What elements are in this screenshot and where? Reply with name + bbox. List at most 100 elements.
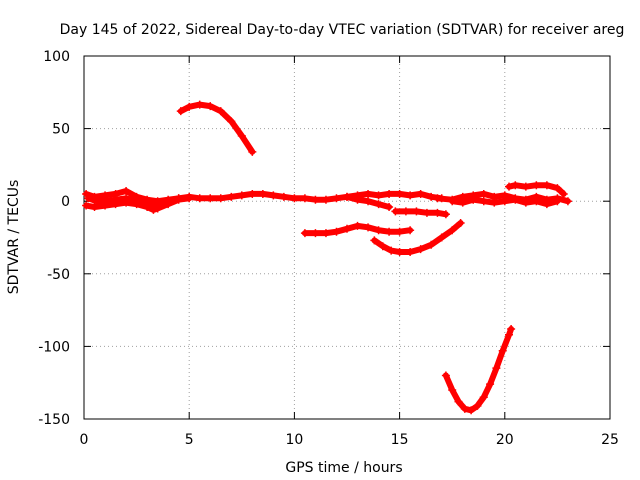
data-point (490, 198, 499, 207)
x-tick-label: 0 (80, 432, 89, 448)
y-tick-label: 100 (43, 49, 70, 65)
data-point (505, 330, 514, 339)
y-tick-label: 50 (52, 122, 70, 138)
data-point (486, 380, 495, 389)
data-point (505, 182, 514, 191)
data-point (143, 200, 152, 209)
data-point (185, 194, 194, 203)
data-point (395, 189, 404, 198)
data-point (500, 197, 509, 206)
series-arc-mid-b (391, 207, 450, 219)
data-point (385, 189, 394, 198)
data-point (422, 208, 431, 217)
data-point (473, 401, 482, 410)
data-point (374, 200, 383, 209)
data-point (90, 203, 99, 212)
data-point (176, 107, 185, 116)
data-point (448, 385, 457, 394)
data-point (511, 181, 520, 190)
data-point (395, 248, 404, 257)
data-point (401, 207, 410, 216)
data-point (542, 181, 551, 190)
data-point (448, 197, 457, 206)
data-point (467, 406, 476, 415)
data-point (416, 245, 425, 254)
data-point (364, 223, 373, 232)
data-point (391, 207, 400, 216)
data-point (416, 189, 425, 198)
data-point (441, 371, 450, 380)
data-point (321, 229, 330, 238)
data-point (385, 227, 394, 236)
y-tick-label: -150 (38, 412, 70, 428)
data-point (469, 195, 478, 204)
data-point (511, 195, 520, 204)
y-tick-label: -50 (47, 267, 70, 283)
series-arc-right-b (448, 195, 562, 209)
data-point (427, 240, 436, 249)
y-axis-label: SDTVAR / TECUs (6, 180, 22, 295)
y-tick-label: -100 (38, 339, 70, 355)
data-point (406, 226, 415, 235)
data-point (216, 107, 225, 116)
data-point (437, 233, 446, 242)
x-tick-label: 20 (496, 432, 514, 448)
data-point (364, 189, 373, 198)
data-point (332, 194, 341, 203)
data-point (433, 194, 442, 203)
series-arc-right-c (505, 181, 568, 198)
series-arc-mid-c (300, 221, 415, 238)
data-series (82, 100, 572, 415)
data-point (300, 229, 309, 238)
data-point (532, 181, 541, 190)
data-point (385, 203, 394, 212)
series-line (371, 220, 464, 255)
y-tick-label: 0 (61, 194, 70, 210)
data-point (353, 221, 362, 230)
data-point (290, 194, 299, 203)
data-point (343, 192, 351, 201)
data-point (553, 184, 562, 193)
data-point (332, 227, 341, 236)
data-point (553, 197, 562, 206)
data-point (521, 182, 530, 191)
data-point (227, 192, 236, 201)
data-point (164, 197, 173, 206)
data-point (458, 198, 467, 207)
data-point (559, 189, 568, 198)
x-tick-label: 5 (185, 432, 194, 448)
data-point (374, 226, 383, 235)
data-point (406, 191, 415, 200)
series-line (85, 195, 182, 209)
data-point (206, 102, 215, 111)
data-point (542, 200, 551, 209)
data-point (92, 197, 101, 206)
data-point (433, 208, 442, 217)
data-point (387, 246, 396, 255)
series-arc-upper (176, 100, 257, 156)
data-point (406, 248, 415, 257)
data-point (279, 192, 288, 201)
data-point (311, 195, 320, 204)
data-point (82, 201, 91, 210)
plot-frame (83, 55, 611, 420)
data-point (237, 191, 246, 200)
series-line (442, 326, 515, 414)
data-point (370, 236, 379, 245)
data-point (185, 102, 194, 111)
x-tick-label: 15 (391, 432, 409, 448)
data-point (122, 194, 131, 203)
data-point (206, 194, 215, 203)
data-point (311, 229, 320, 238)
data-point (101, 197, 110, 206)
data-point (374, 191, 383, 200)
grid-lines (84, 56, 610, 419)
data-point (460, 404, 469, 413)
data-point (300, 194, 309, 203)
data-point (479, 393, 488, 402)
x-axis-label: GPS time / hours (285, 460, 402, 476)
data-point (454, 397, 463, 406)
x-tick-label: 10 (285, 432, 303, 448)
data-point (84, 194, 93, 203)
